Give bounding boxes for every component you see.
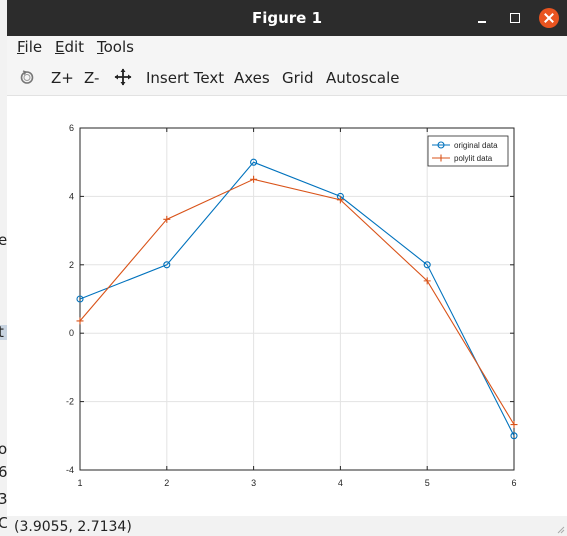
data-point-circle (437, 141, 445, 149)
background-text-fragment: C (0, 514, 8, 532)
rotate-icon[interactable] (19, 69, 35, 85)
x-tick-label: 5 (425, 478, 430, 488)
data-point-circle (163, 261, 171, 269)
series-line-2 (79, 178, 515, 425)
menu-tools[interactable]: Tools (97, 38, 134, 56)
y-tick-label: -4 (66, 465, 74, 475)
data-point-circle (510, 432, 518, 440)
close-icon[interactable] (539, 8, 559, 28)
data-point-plus (76, 317, 84, 325)
legend-label: polylit data (454, 154, 493, 163)
data-point-circle (423, 261, 431, 269)
data-point-circle (76, 295, 84, 303)
legend-label: original data (454, 141, 498, 150)
autoscale-button[interactable]: Autoscale (326, 69, 400, 87)
data-point-plus (163, 215, 171, 223)
series-line-1 (79, 161, 515, 437)
window-title: Figure 1 (251, 9, 323, 27)
zoom-out-button[interactable]: Z- (84, 69, 100, 87)
background-text-fragment: 3 (0, 490, 8, 508)
title-bar[interactable]: Figure 1 (7, 0, 567, 36)
background-text-fragment: 6 (0, 463, 8, 481)
y-tick-label: 2 (69, 260, 74, 270)
axes-button[interactable]: Axes (234, 69, 270, 87)
data-point-plus (336, 196, 344, 204)
minimize-icon[interactable] (472, 8, 492, 28)
resize-grip-icon[interactable] (555, 524, 565, 534)
figure-canvas[interactable]: 1 2 3 4 5 6 -4 -2 0 2 4 6 original data polylit data (7, 97, 567, 516)
data-point-plus (250, 175, 258, 183)
y-tick-label: 0 (69, 328, 74, 338)
data-point-circle (250, 158, 258, 166)
x-tick-label: 3 (251, 478, 256, 488)
x-tick-label: 2 (164, 478, 169, 488)
maximize-icon[interactable] (505, 8, 525, 28)
data-point-plus (423, 277, 431, 285)
background-text-fragment: e (0, 231, 8, 249)
y-tick-label: 6 (69, 123, 74, 133)
menu-edit[interactable]: Edit (55, 38, 85, 56)
x-tick-label: 4 (338, 478, 343, 488)
data-point-plus (510, 421, 518, 429)
status-bar: (3.9055, 2.7134) (7, 516, 567, 536)
x-tick-label: 6 (511, 478, 516, 488)
background-text-fragment: t (0, 325, 8, 340)
background-window-strip: e t o 6 3 C (0, 0, 8, 536)
menu-file[interactable]: File (17, 38, 43, 56)
grid-button[interactable]: Grid (282, 69, 314, 87)
menu-bar: File Edit Tools (7, 36, 567, 60)
zoom-in-button[interactable]: Z+ (51, 69, 74, 87)
plot-svg[interactable]: 1 2 3 4 5 6 -4 -2 0 2 4 6 original data polylit data (7, 97, 567, 516)
legend-box (427, 135, 509, 167)
plot-area (80, 128, 514, 470)
toolbar: Z+ Z- Insert Text Axes Grid Autoscale (7, 60, 567, 96)
pan-icon[interactable] (114, 68, 132, 86)
insert-text-button[interactable]: Insert Text (146, 69, 225, 87)
cursor-coordinates: (3.9055, 2.7134) (14, 519, 132, 535)
y-tick-label: 4 (69, 191, 74, 201)
x-tick-label: 1 (77, 478, 82, 488)
figure-window: Figure 1 File Edit Tools Z+ Z- Insert Te… (7, 0, 567, 536)
y-tick-label: -2 (66, 397, 74, 407)
data-point-plus (437, 154, 445, 162)
background-text-fragment: o (0, 440, 8, 458)
